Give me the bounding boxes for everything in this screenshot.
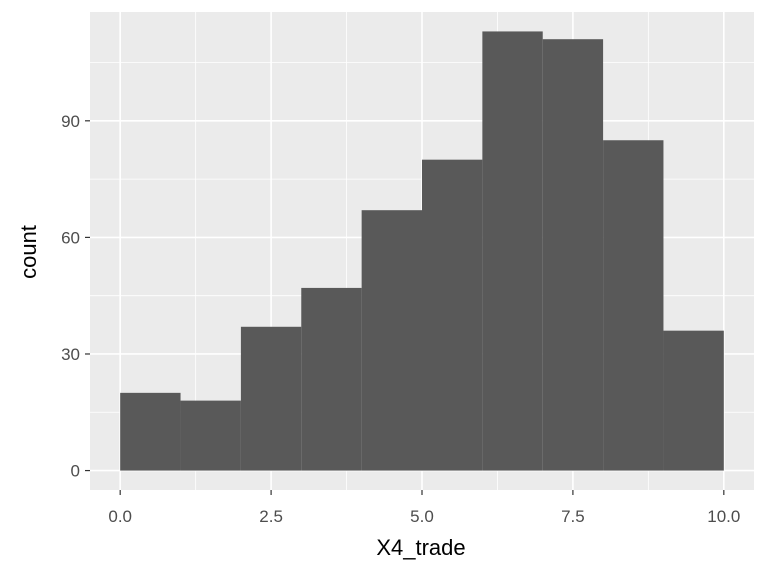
histogram-bar [240,326,302,471]
histogram-bar [180,400,241,471]
y-tick-label: 60 [61,228,80,247]
histogram-bar [301,287,362,471]
y-axis-title: count [16,225,41,279]
y-tick-label: 30 [61,345,80,364]
y-tick-label: 0 [71,462,80,481]
x-tick-label: 2.5 [259,507,283,526]
x-axis-ticks: 0.0 2.5 5.0 7.5 10.0 [108,490,740,526]
histogram-bar [361,210,422,471]
histogram-bar [663,330,724,471]
x-axis-title: X4_trade [376,535,465,560]
x-tick-label: 0.0 [108,507,132,526]
y-axis-ticks: 0 30 60 90 [61,112,90,481]
histogram-bar [603,140,664,471]
histogram-bar [482,31,543,471]
x-tick-label: 5.0 [410,507,434,526]
histogram-bars [120,31,724,471]
histogram-bar [120,392,181,471]
y-tick-label: 90 [61,112,80,131]
x-tick-label: 10.0 [707,507,740,526]
histogram-bar [542,39,604,471]
x-tick-label: 7.5 [561,507,585,526]
histogram-bar [422,159,483,471]
